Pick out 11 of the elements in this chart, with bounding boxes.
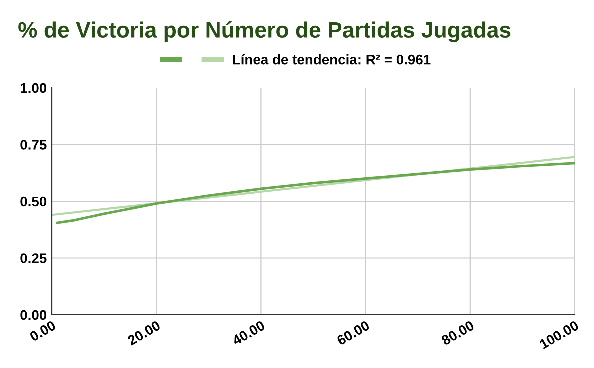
y-tick-label: 0.75 bbox=[20, 140, 47, 150]
y-tick-label: 0.25 bbox=[20, 254, 47, 264]
legend-label: Línea de tendencia: R² = 0.961 bbox=[233, 54, 431, 65]
y-tick-label: 1.00 bbox=[20, 83, 47, 94]
y-tick-label: 0.00 bbox=[20, 310, 47, 320]
x-tick-label: 40.00 bbox=[231, 320, 266, 346]
y-tick-label: 0.50 bbox=[20, 196, 47, 207]
line-series bbox=[56, 162, 575, 224]
x-tick-label: 80.00 bbox=[440, 320, 476, 346]
x-tick-label: 60.00 bbox=[336, 320, 370, 346]
chart-title: % de Victoria por Número de Partidas Jugadas bbox=[18, 21, 511, 43]
